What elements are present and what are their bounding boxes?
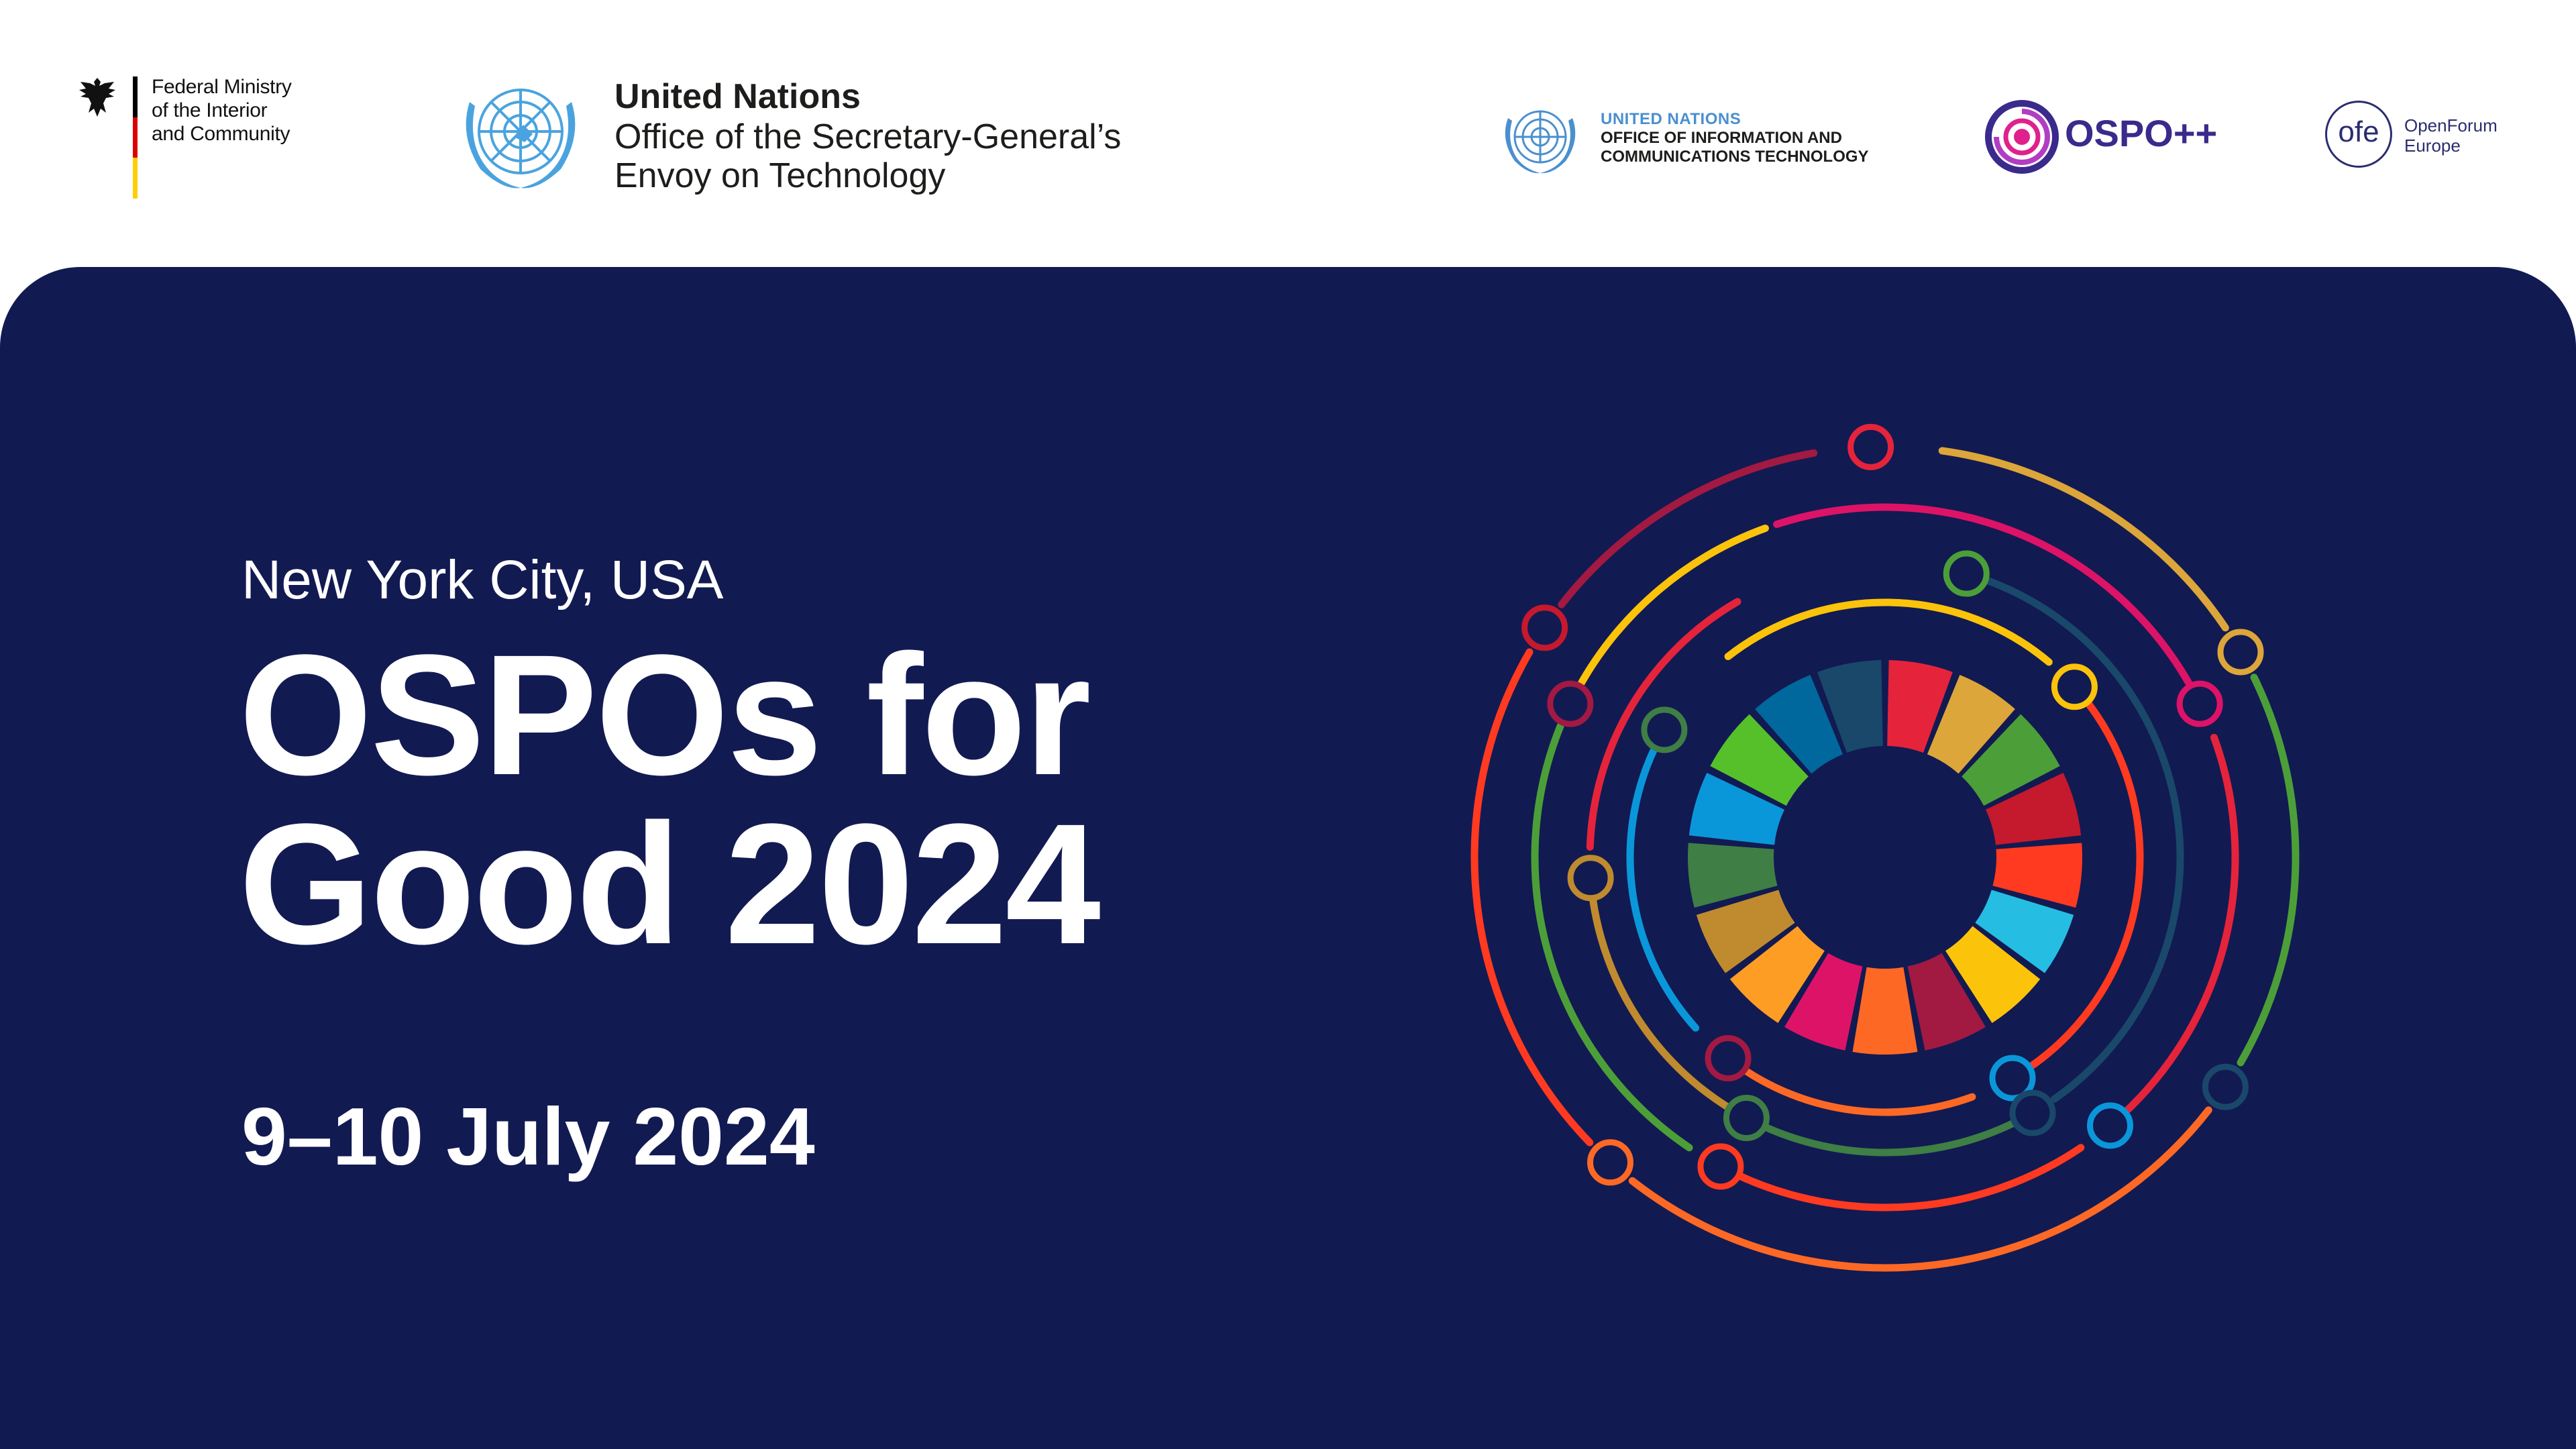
oict-line-1: OFFICE OF INFORMATION AND (1601, 129, 1842, 147)
orbit-node (2087, 1102, 2134, 1149)
sdg-wheel-segment (1817, 660, 1883, 753)
orbit-arc (1628, 1106, 2212, 1272)
sdg-wheel-segment (1985, 773, 2082, 845)
orbit-node (1697, 1143, 1744, 1190)
sdg-wheel-segment (1688, 773, 1785, 845)
orbit-arc (1531, 722, 1693, 1152)
sdg-wheel-segment (1852, 967, 1918, 1055)
federal-eagle-icon (79, 78, 115, 117)
hero-panel (0, 267, 2576, 1449)
orbit-arc (1586, 598, 1741, 851)
oict-line-0: UNITED NATIONS (1601, 110, 1741, 128)
sdg-wheel-segment (1907, 953, 1986, 1051)
orbit-node (2176, 680, 2223, 727)
sdg-wheel-segment (1975, 890, 2074, 973)
ofe-line-1: OpenForum (2404, 115, 2498, 136)
orbit-arc (1773, 503, 2192, 686)
orbit-node (1587, 1139, 1633, 1186)
sdg-wheel-segment (1696, 890, 1795, 973)
un-envoy-line-1: Office of the Secretary-General’s (614, 117, 1122, 156)
un-envoy-title: United Nations (614, 77, 861, 116)
un-emblem-small-icon (1505, 110, 1576, 174)
orbit-node (1943, 550, 1990, 597)
event-title-line-1: OSPOs for (239, 619, 1091, 811)
ministry-line-2: of the Interior (152, 99, 268, 121)
orbit-arc (2125, 733, 2239, 1113)
un-envoy-line-2: Envoy on Technology (614, 156, 946, 195)
sdg-wheel-segment (1784, 953, 1863, 1051)
sdg-wheel-segment (1927, 674, 2015, 774)
sdg-wheel-segment (1755, 674, 1843, 774)
orbit-node (2051, 663, 2098, 710)
orbit-arc (1626, 726, 1700, 1032)
sdg-wheel-segment (1945, 926, 2041, 1023)
ministry-line-3: and Community (152, 123, 290, 145)
german-flag-bar (133, 76, 138, 199)
orbit-node (2009, 1089, 2056, 1136)
orbit-arc (1589, 894, 1733, 1112)
ospo-target-icon (1985, 100, 2059, 174)
orbit-node (1989, 1055, 2036, 1102)
orbit-node (1521, 604, 1568, 651)
sdg-wheel-segment (1992, 843, 2082, 908)
orbit-node (1547, 680, 1594, 727)
orbit-arc (1733, 1144, 2085, 1212)
sdg-wheel-segment (1962, 714, 2060, 806)
sdg-wheel-segment (1688, 843, 1778, 908)
ofe-line-2: Europe (2404, 136, 2461, 156)
orbit-arc (2008, 683, 2144, 1082)
ospo-plus-plus-logo[interactable]: OSPO++ (1984, 99, 2217, 178)
orbit-arc (2237, 674, 2300, 1067)
sdg-wheel-segment (1710, 714, 1809, 806)
orbit-arc (1724, 1054, 1976, 1116)
event-title: OSPOs for Good 2024 (239, 619, 1101, 980)
orbit-arc (1752, 1114, 2028, 1157)
orbit-node (1847, 423, 1894, 470)
sdg-wheel-segment (1887, 660, 1953, 753)
sdg-wheel-segment (1729, 926, 1825, 1023)
orbit-node (1705, 1034, 1752, 1081)
orbit-node (2217, 629, 2264, 676)
un-emblem-icon (466, 89, 576, 189)
orbit-node (1723, 1094, 1770, 1141)
orbit-arc (1982, 576, 2184, 1103)
federal-ministry-name: Federal Ministry of the Interior and Com… (152, 75, 326, 146)
logo-header: Federal Ministry of the Interior and Com… (0, 0, 2576, 268)
orbit-node (2202, 1063, 2249, 1110)
orbit-arc (1938, 447, 2229, 632)
orbit-arc (1724, 598, 2053, 666)
orbit-arc (1558, 449, 1818, 608)
ofe-mark: ofe (2338, 115, 2379, 148)
event-dates: 9–10 July 2024 (241, 1091, 815, 1182)
event-title-line-2: Good 2024 (239, 788, 1101, 980)
orbit-node (1567, 855, 1614, 902)
orbit-arc (1578, 524, 1769, 686)
ofe-circle-icon (2325, 101, 2392, 168)
ospo-label: OSPO++ (2065, 112, 2218, 154)
event-location: New York City, USA (241, 549, 724, 610)
orbit-node (1641, 706, 1688, 753)
ministry-line-1: Federal Ministry (152, 76, 292, 98)
orbit-arc (1470, 648, 1594, 1146)
oict-line-2: COMMUNICATIONS TECHNOLOGY (1601, 148, 1869, 166)
sdg-wheel-graphic (1470, 423, 2300, 1272)
